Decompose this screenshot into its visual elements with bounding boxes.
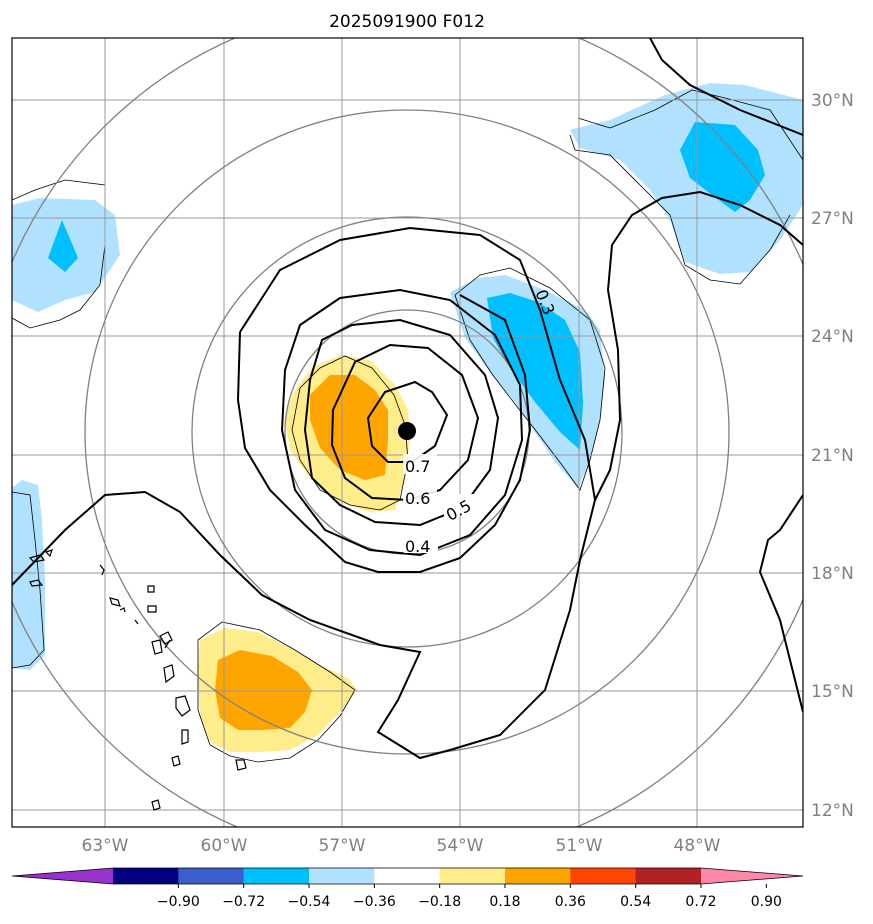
map-area: 0.3 0.4 0.5 0.6 0.7 <box>12 38 803 827</box>
contour-label-06: 0.6 <box>405 489 430 508</box>
lon-label-51w: 51°W <box>556 836 603 856</box>
negative-anomaly-nw-strong <box>48 220 78 272</box>
colorbar-tick-label: 0.54 <box>620 894 651 910</box>
longitude-labels: 63°W 60°W 57°W 54°W 51°W 48°W <box>82 836 721 856</box>
colorbar-segment <box>113 868 179 884</box>
positive-anomaly-center-strong <box>310 375 388 480</box>
colorbar-extend-high <box>701 868 803 884</box>
colorbar-extend-low <box>12 868 113 884</box>
colorbar-tick-label: −0.54 <box>288 894 331 910</box>
colorbar-outline <box>11 867 804 885</box>
lat-label-24n: 24°N <box>811 327 854 347</box>
lat-label-30n: 30°N <box>811 91 854 111</box>
lon-label-48w: 48°W <box>674 836 721 856</box>
lat-label-18n: 18°N <box>811 564 854 584</box>
colorbar-tick-label: 0.90 <box>751 894 782 910</box>
colorbar-tick-label: −0.36 <box>353 894 396 910</box>
colorbar-segment <box>635 868 702 884</box>
lat-label-15n: 15°N <box>811 682 854 702</box>
latitude-labels: 30°N 27°N 24°N 21°N 18°N 15°N 12°N <box>811 91 854 821</box>
map-title: 2025091900 F012 <box>329 12 485 32</box>
colorbar-tick-label: 0.36 <box>555 894 586 910</box>
colorbar-tick-label: 0.72 <box>685 894 716 910</box>
contour-label-group: 0.3 0.4 0.5 0.6 0.7 <box>403 287 559 556</box>
lon-label-57w: 57°W <box>319 836 366 856</box>
coastlines <box>28 549 247 811</box>
colorbar-segment <box>309 868 375 884</box>
lat-label-27n: 27°N <box>811 209 854 229</box>
colorbar-segment <box>439 868 506 884</box>
negative-anomaly-ne-strong <box>680 122 765 212</box>
colorbar-tick-label: −0.18 <box>418 894 461 910</box>
storm-center-dot <box>398 422 416 440</box>
map-frame <box>11 37 804 828</box>
contour-label-07: 0.7 <box>405 457 430 476</box>
colorbar-tick-label: −0.90 <box>157 894 200 910</box>
colorbar-segment <box>178 868 245 884</box>
lat-label-21n: 21°N <box>811 446 854 466</box>
negative-anomaly-west-weak <box>12 480 45 670</box>
colorbar-segment <box>505 868 571 884</box>
negative-anomaly-center-strong <box>487 293 583 450</box>
lon-label-54w: 54°W <box>437 836 484 856</box>
shaded-field <box>12 83 803 752</box>
contour-lines <box>12 38 803 760</box>
colorbar-segment <box>374 868 441 884</box>
colorbar: −0.90 −0.72 −0.54 −0.36 −0.18 0.18 0.36 0.54 0.7… <box>11 867 804 910</box>
contour-label-04: 0.4 <box>405 537 430 556</box>
lon-label-60w: 60°W <box>201 836 248 856</box>
colorbar-segment <box>243 868 310 884</box>
graticule <box>12 38 803 827</box>
lat-label-12n: 12°N <box>811 801 854 821</box>
colorbar-tick-label: −0.72 <box>222 894 265 910</box>
colorbar-segment <box>570 868 637 884</box>
colorbar-tick-label: 0.18 <box>489 894 520 910</box>
positive-anomaly-south-strong <box>215 650 312 730</box>
anomaly-outlines <box>12 89 803 763</box>
lon-label-63w: 63°W <box>82 836 129 856</box>
negative-anomaly-ne-weak <box>570 83 803 274</box>
